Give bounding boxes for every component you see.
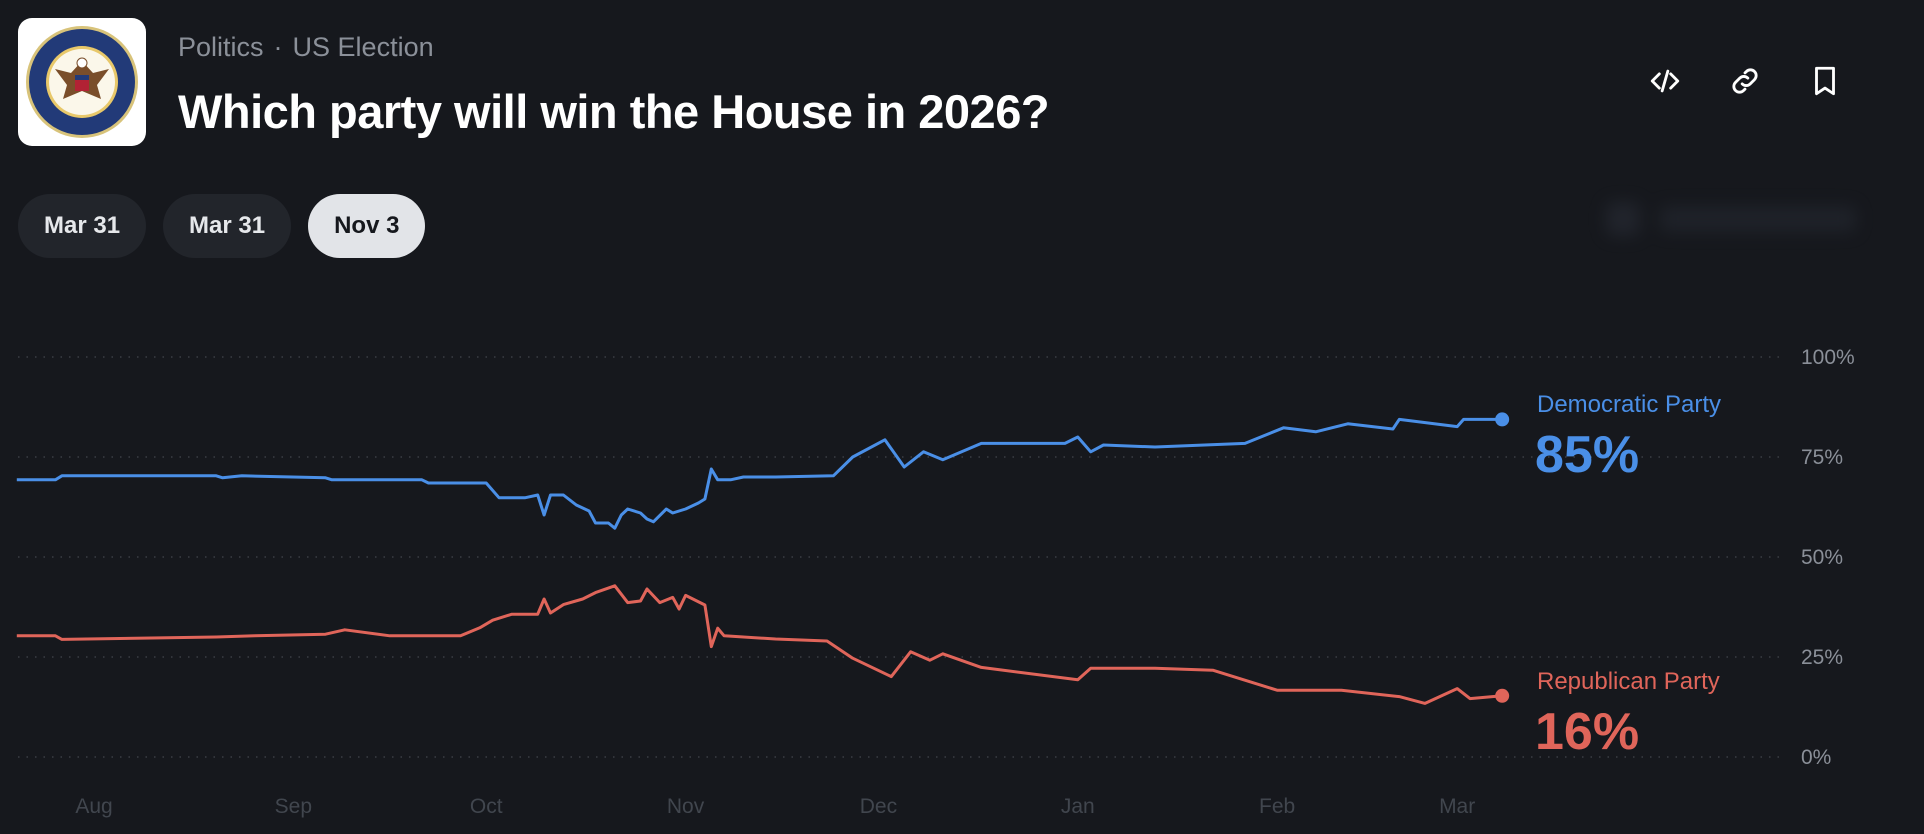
x-tick-label: Aug [75, 795, 112, 818]
x-tick-label: Jan [1061, 795, 1095, 818]
y-tick-label: 75% [1801, 446, 1843, 469]
series-end-dot [1495, 688, 1510, 703]
y-tick-label: 50% [1801, 546, 1843, 569]
x-tick-label: Mar [1439, 795, 1475, 818]
bookmark-icon[interactable] [1806, 62, 1844, 100]
y-tick-label: 100% [1801, 346, 1855, 369]
date-filter: Mar 31 Mar 31 Nov 3 [18, 194, 426, 258]
house-seal-logo [18, 18, 146, 146]
legend-democratic-value: 85% [1535, 426, 1639, 484]
date-pill-mar-31-b[interactable]: Mar 31 [163, 194, 292, 258]
embed-code-icon[interactable] [1646, 62, 1684, 100]
y-tick-label: 0% [1801, 746, 1831, 769]
link-icon[interactable] [1726, 62, 1764, 100]
page-title: Which party will win the House in 2026? [178, 85, 1050, 138]
breadcrumb-politics[interactable]: Politics [178, 32, 264, 62]
date-pill-nov-3[interactable]: Nov 3 [308, 194, 426, 258]
series-line-republican [16, 584, 1503, 705]
breadcrumb: Politics · US Election [178, 32, 434, 63]
breadcrumb-us-election[interactable]: US Election [292, 32, 434, 62]
series-end-dot [1495, 412, 1510, 427]
x-tick-label: Feb [1259, 795, 1295, 818]
header-actions [1646, 62, 1844, 100]
y-tick-label: 25% [1801, 646, 1843, 669]
legend-republican-name: Republican Party [1537, 668, 1720, 695]
legend-republican-value: 16% [1535, 703, 1639, 761]
x-tick-label: Nov [667, 795, 705, 818]
seal-icon [26, 26, 138, 138]
date-pill-mar-31-a[interactable]: Mar 31 [18, 194, 147, 258]
legend-democratic-name: Democratic Party [1537, 391, 1721, 418]
x-tick-label: Sep [275, 795, 312, 818]
x-tick-label: Oct [470, 795, 503, 818]
series-line-democratic [16, 417, 1503, 530]
blurred-watermark [1600, 198, 1862, 240]
x-tick-label: Dec [860, 795, 897, 818]
breadcrumb-separator: · [273, 32, 283, 62]
